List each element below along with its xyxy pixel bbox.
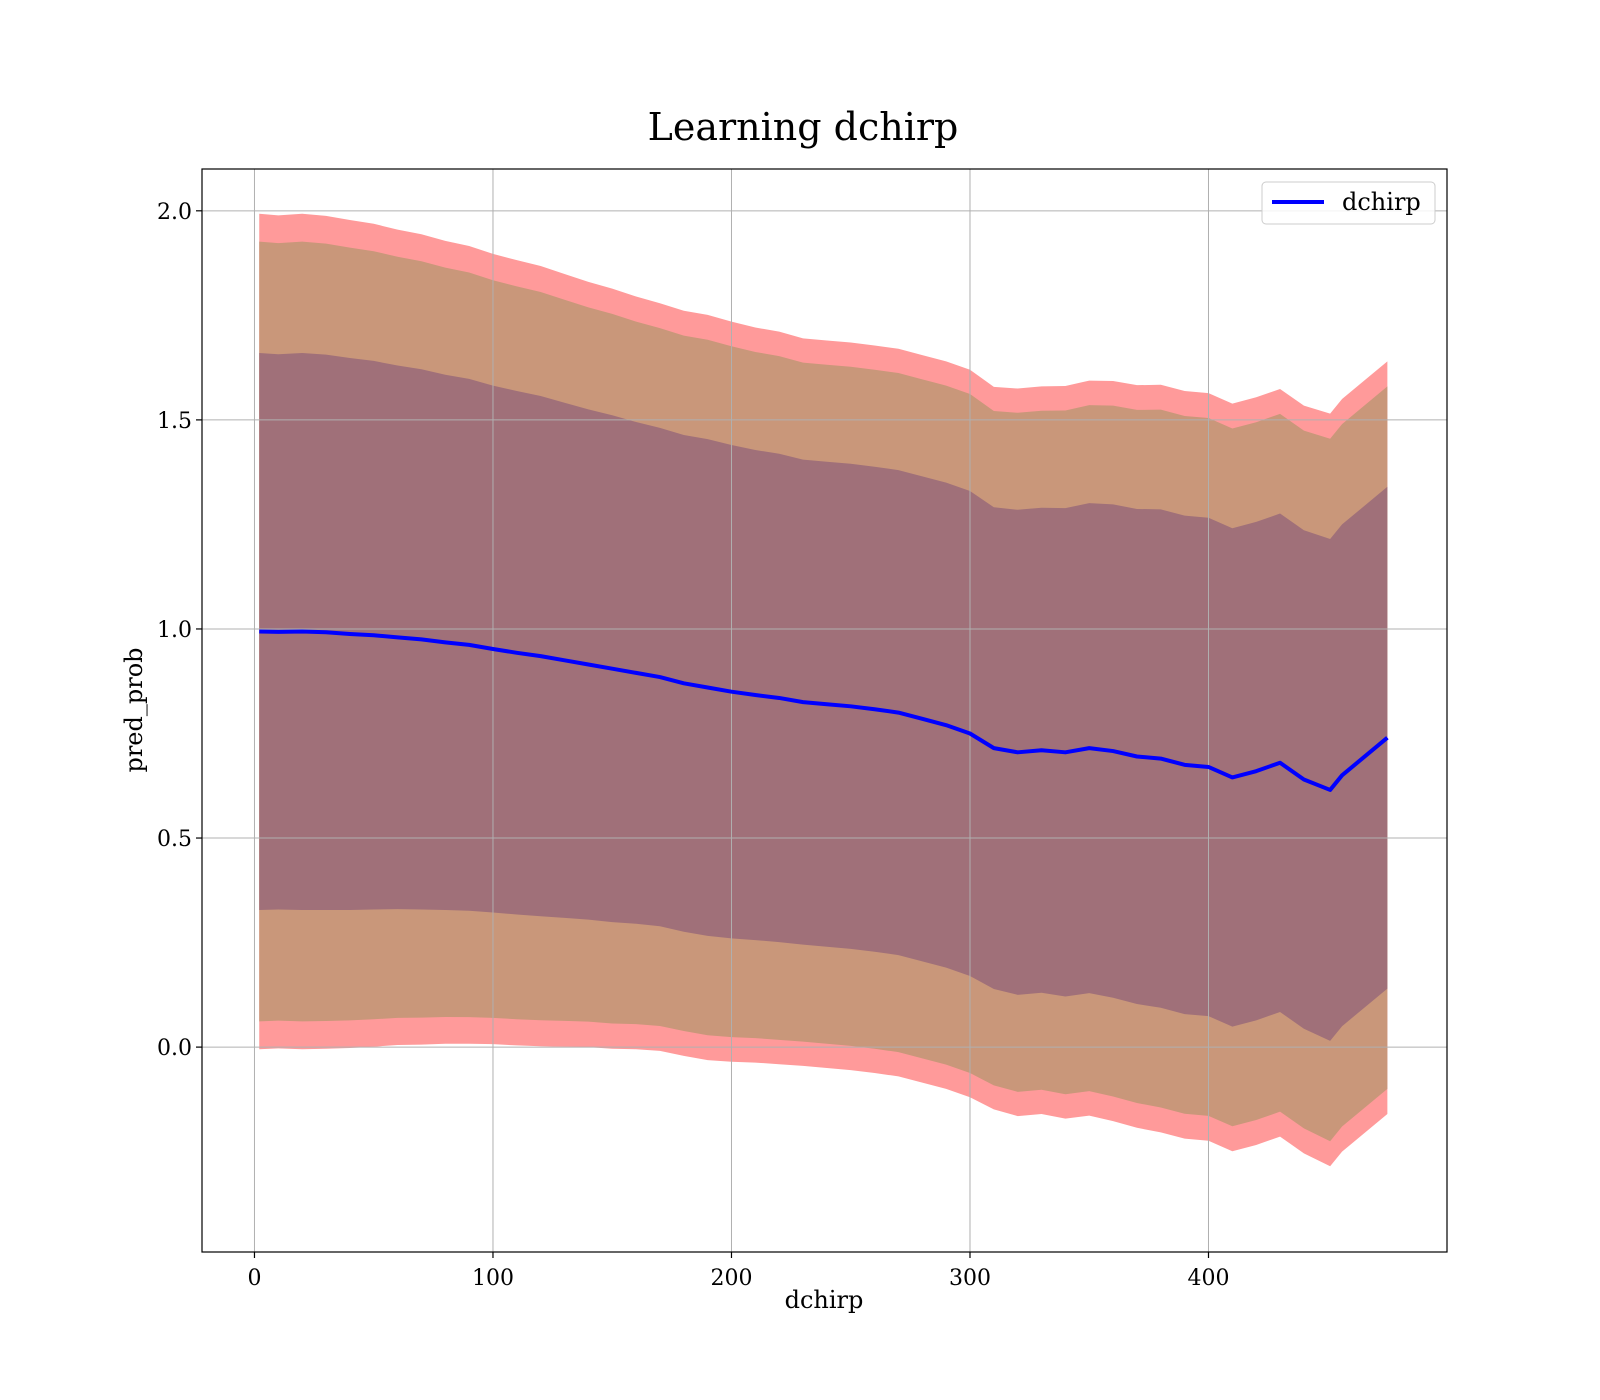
- x-tick-label: 400: [1187, 1266, 1229, 1291]
- x-tick-label: 100: [472, 1266, 514, 1291]
- y-tick-label: 2.0: [157, 200, 192, 225]
- plot-frame: [201, 168, 1448, 1253]
- legend-label: dchirp: [1342, 188, 1421, 216]
- grid-lines: [202, 169, 1447, 1252]
- chart-title: Learning dchirp: [648, 105, 959, 149]
- legend-frame: [1261, 181, 1436, 225]
- legend: dchirp: [1261, 181, 1436, 225]
- y-axis-label: pred_prob: [120, 647, 148, 772]
- x-axis-label: dchirp: [785, 1286, 864, 1314]
- series-line-dchirp: [259, 629, 1389, 792]
- uncertainty-bands: [259, 213, 1388, 1167]
- axis-ticks: 0 100 200 300 400 0.0 0.5 1.0 1.5 2.0: [157, 200, 1229, 1291]
- y-tick-label: 0.0: [157, 1036, 192, 1061]
- series-layer: [259, 629, 1389, 792]
- y-tick-label: 1.5: [157, 409, 192, 434]
- band-1-sigma: [259, 352, 1388, 1041]
- x-tick-label: 300: [949, 1266, 991, 1291]
- y-tick-label: 1.0: [157, 618, 192, 643]
- x-tick-label: 200: [710, 1266, 752, 1291]
- x-tick-label: 0: [247, 1266, 261, 1291]
- y-tick-label: 0.5: [157, 827, 192, 852]
